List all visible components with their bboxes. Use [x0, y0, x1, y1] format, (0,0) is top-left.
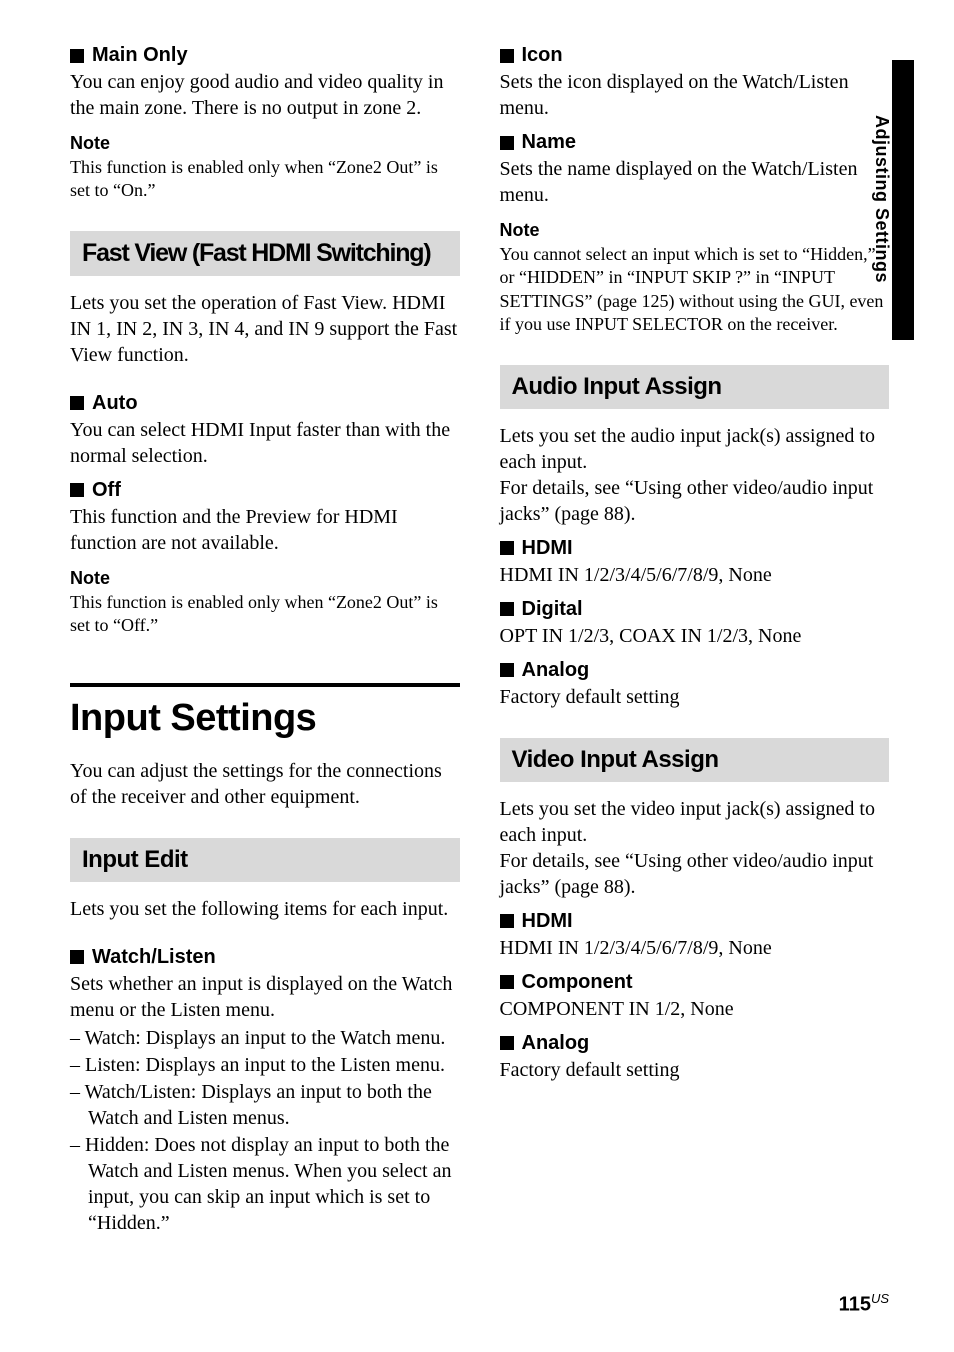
- note-text-mainonly: This function is enabled only when “Zone…: [70, 156, 460, 203]
- text-audio-input-intro: Lets you set the audio input jack(s) ass…: [500, 423, 890, 527]
- text-audio-digital: OPT IN 1/2/3, COAX IN 1/2/3, None: [500, 623, 890, 649]
- list-item: – Watch: Displays an input to the Watch …: [70, 1025, 460, 1051]
- box-input-edit: Input Edit: [70, 838, 460, 882]
- text-audio-analog: Factory default setting: [500, 684, 890, 710]
- text-input-edit-intro: Lets you set the following items for eac…: [70, 896, 460, 922]
- page-number: 115US: [839, 1291, 889, 1317]
- side-tab-black: [892, 60, 914, 340]
- heading-video-component: Component: [500, 971, 890, 994]
- heading-auto: Auto: [70, 392, 460, 415]
- text-name: Sets the name displayed on the Watch/Lis…: [500, 156, 890, 208]
- divider-input-settings: [70, 683, 460, 687]
- note-text-off: This function is enabled only when “Zone…: [70, 591, 460, 638]
- heading-name: Name: [500, 131, 890, 154]
- text-audio-hdmi: HDMI IN 1/2/3/4/5/6/7/8/9, None: [500, 562, 890, 588]
- page-number-value: 115: [839, 1294, 871, 1316]
- heading-main-only: Main Only: [70, 44, 460, 67]
- heading-audio-hdmi: HDMI: [500, 537, 890, 560]
- list-item: – Watch/Listen: Displays an input to bot…: [70, 1079, 460, 1131]
- text-video-hdmi: HDMI IN 1/2/3/4/5/6/7/8/9, None: [500, 935, 890, 961]
- page-content: Main Only You can enjoy good audio and v…: [0, 0, 954, 1277]
- note-label-off: Note: [70, 568, 460, 589]
- heading-audio-analog: Analog: [500, 659, 890, 682]
- heading-video-hdmi: HDMI: [500, 910, 890, 933]
- text-off: This function and the Preview for HDMI f…: [70, 504, 460, 556]
- heading-audio-digital: Digital: [500, 598, 890, 621]
- text-fastview-intro: Lets you set the operation of Fast View.…: [70, 290, 460, 368]
- list-item: – Listen: Displays an input to the Liste…: [70, 1052, 460, 1078]
- text-video-analog: Factory default setting: [500, 1057, 890, 1083]
- list-item: – Hidden: Does not display an input to b…: [70, 1132, 460, 1236]
- note-text-name: You cannot select an input which is set …: [500, 243, 890, 337]
- text-icon: Sets the icon displayed on the Watch/Lis…: [500, 69, 890, 121]
- side-section-label: Adjusting Settings: [871, 115, 892, 283]
- text-watch-listen: Sets whether an input is displayed on th…: [70, 971, 460, 1023]
- right-column: Icon Sets the icon displayed on the Watc…: [495, 40, 890, 1237]
- box-video-input: Video Input Assign: [500, 738, 890, 782]
- box-fast-view: Fast View (Fast HDMI Switching): [70, 231, 460, 276]
- text-video-input-intro: Lets you set the video input jack(s) ass…: [500, 796, 890, 900]
- heading-input-settings: Input Settings: [70, 697, 460, 740]
- heading-icon: Icon: [500, 44, 890, 67]
- note-label-mainonly: Note: [70, 133, 460, 154]
- heading-watch-listen: Watch/Listen: [70, 946, 460, 969]
- text-input-settings-intro: You can adjust the settings for the conn…: [70, 758, 460, 810]
- text-video-component: COMPONENT IN 1/2, None: [500, 996, 890, 1022]
- page-number-suffix: US: [871, 1291, 889, 1306]
- left-column: Main Only You can enjoy good audio and v…: [70, 40, 465, 1237]
- heading-video-analog: Analog: [500, 1032, 890, 1055]
- box-audio-input: Audio Input Assign: [500, 365, 890, 409]
- text-main-only: You can enjoy good audio and video quali…: [70, 69, 460, 121]
- text-auto: You can select HDMI Input faster than wi…: [70, 417, 460, 469]
- heading-off: Off: [70, 479, 460, 502]
- note-label-name: Note: [500, 220, 890, 241]
